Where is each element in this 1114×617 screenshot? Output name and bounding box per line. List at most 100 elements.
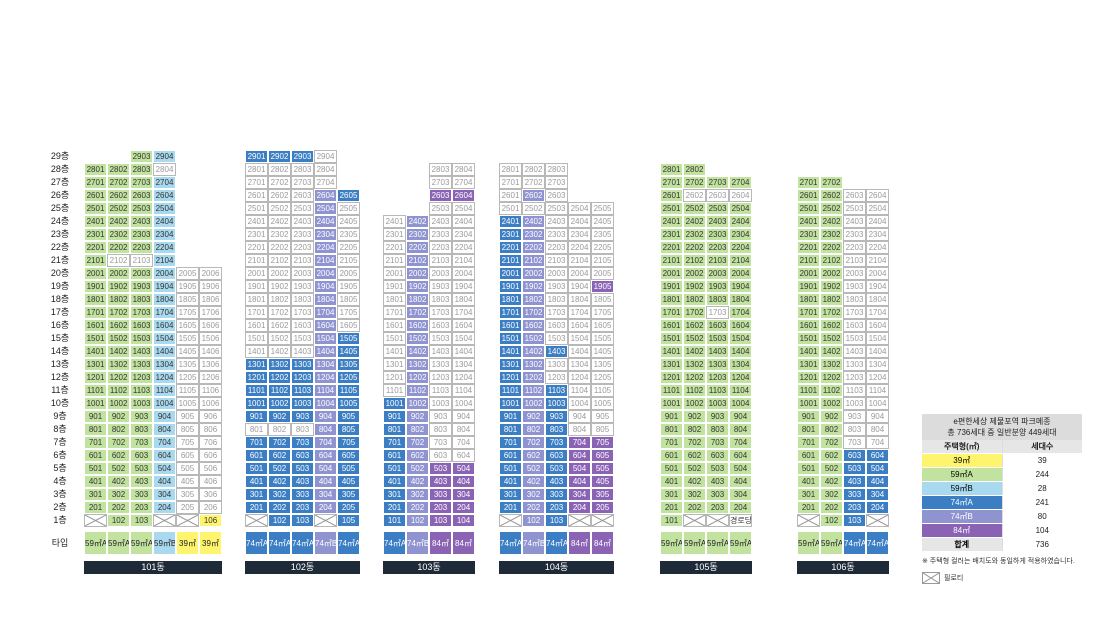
unit-102동-2902: 2902 — [268, 150, 291, 163]
unit-103동-204: 204 — [452, 501, 475, 514]
unit-102동-1102: 1102 — [268, 384, 291, 397]
unit-102동-2204: 2204 — [314, 241, 337, 254]
unit-105동-2602: 2602 — [683, 189, 706, 202]
unit-102동-1904: 1904 — [314, 280, 337, 293]
unit-104동-1901: 1901 — [499, 280, 522, 293]
floor-label: 19층 — [50, 281, 70, 291]
unit-104동-905: 905 — [591, 410, 614, 423]
unit-104동-401: 401 — [499, 475, 522, 488]
unit-103동-1802: 1802 — [406, 293, 429, 306]
unit-101동-2104: 2104 — [153, 254, 176, 267]
unit-104동-801: 801 — [499, 423, 522, 436]
unit-104동-305: 305 — [591, 488, 614, 501]
unit-106동-401: 401 — [797, 475, 820, 488]
unit-102동-904: 904 — [314, 410, 337, 423]
unit-102동-2701: 2701 — [245, 176, 268, 189]
unit-102동-1905: 1905 — [337, 280, 360, 293]
unit-106동-2203: 2203 — [843, 241, 866, 254]
unit-105동-2501: 2501 — [660, 202, 683, 215]
unit-103동-601: 601 — [383, 449, 406, 462]
unit-104동-2802: 2802 — [522, 163, 545, 176]
unit-103동-702: 702 — [406, 436, 429, 449]
legend-type: 84㎡ — [922, 524, 1002, 537]
unit-103동-101: 101 — [383, 514, 406, 527]
type-cell: 59㎡A — [660, 531, 683, 555]
unit-102동-1903: 1903 — [291, 280, 314, 293]
unit-104동-2102: 2102 — [522, 254, 545, 267]
unit-106동-301: 301 — [797, 488, 820, 501]
unit-101동-1604: 1604 — [153, 319, 176, 332]
unit-106동-2204: 2204 — [866, 241, 889, 254]
unit-106동-2202: 2202 — [820, 241, 843, 254]
unit-101동-1304: 1304 — [153, 358, 176, 371]
unit-106동-2004: 2004 — [866, 267, 889, 280]
legend-count: 39 — [1001, 454, 1082, 467]
unit-102동-1404: 1404 — [314, 345, 337, 358]
unit-102동-2601: 2601 — [245, 189, 268, 202]
legend-title-line2: 총 736세대 중 일반분양 449세대 — [947, 428, 1057, 437]
type-cell: 39㎡ — [176, 531, 199, 555]
unit-103동-2202: 2202 — [406, 241, 429, 254]
unit-104동-2602: 2602 — [522, 189, 545, 202]
unit-105동-2502: 2502 — [683, 202, 706, 215]
unit-105동-302: 302 — [683, 488, 706, 501]
unit-101동-1903: 1903 — [130, 280, 153, 293]
building-name-bar: 101동 — [84, 561, 222, 574]
unit-104동-1401: 1401 — [499, 345, 522, 358]
unit-102동-2704: 2704 — [314, 176, 337, 189]
floor-label: 6층 — [53, 450, 67, 460]
unit-102동-503: 503 — [291, 462, 314, 475]
unit-105동-2702: 2702 — [683, 176, 706, 189]
unit-103동-1601: 1601 — [383, 319, 406, 332]
unit-102동-203: 203 — [291, 501, 314, 514]
unit-106동-604: 604 — [866, 449, 889, 462]
unit-106동-204: 204 — [866, 501, 889, 514]
unit-106동-1603: 1603 — [843, 319, 866, 332]
unit-104동-1705: 1705 — [591, 306, 614, 319]
floor-label: 21층 — [50, 255, 70, 265]
unit-102동-1303: 1303 — [291, 358, 314, 371]
unit-106동-304: 304 — [866, 488, 889, 501]
type-cell: 59㎡A — [706, 531, 729, 555]
unit-102동-204: 204 — [314, 501, 337, 514]
type-cell: 74㎡A — [268, 531, 291, 555]
unit-102동-1302: 1302 — [268, 358, 291, 371]
unit-103동-802: 802 — [406, 423, 429, 436]
unit-105동-2201: 2201 — [660, 241, 683, 254]
unit-104동-704: 704 — [568, 436, 591, 449]
legend-type: 39㎡ — [922, 454, 1002, 467]
unit-104동-903: 903 — [545, 410, 568, 423]
legend-row: 74㎡A 241 — [922, 496, 1082, 510]
unit-106동-2102: 2102 — [820, 254, 843, 267]
unit-101동-2502: 2502 — [107, 202, 130, 215]
unit-101동-805: 805 — [176, 423, 199, 436]
unit-104동-1604: 1604 — [568, 319, 591, 332]
unit-101동-1901: 1901 — [84, 280, 107, 293]
unit-101동-506: 506 — [199, 462, 222, 475]
building-name-bar: 104동 — [499, 561, 614, 574]
legend-type: 59㎡A — [922, 468, 1002, 481]
unit-101동-1804: 1804 — [153, 293, 176, 306]
unit-101동-2602: 2602 — [107, 189, 130, 202]
legend-pilotis: 필로티 — [922, 572, 1082, 584]
unit-102동-2904: 2904 — [314, 150, 337, 163]
unit-106동-602: 602 — [820, 449, 843, 462]
legend-total-label: 합계 — [922, 538, 1002, 551]
unit-105동-904: 904 — [729, 410, 752, 423]
unit-103동-2603: 2603 — [429, 189, 452, 202]
unit-105동-1202: 1202 — [683, 371, 706, 384]
unit-102동-1003: 1003 — [291, 397, 314, 410]
unit-105동-402: 402 — [683, 475, 706, 488]
unit-101동-604: 604 — [153, 449, 176, 462]
unit-104동-2505: 2505 — [591, 202, 614, 215]
unit-104동-1502: 1502 — [522, 332, 545, 345]
unit-106동-1903: 1903 — [843, 280, 866, 293]
unit-104동-805: 805 — [591, 423, 614, 436]
unit-105동-2801: 2801 — [660, 163, 683, 176]
unit-104동-2001: 2001 — [499, 267, 522, 280]
legend-type: 74㎡B — [922, 510, 1002, 523]
unit-105동-201: 201 — [660, 501, 683, 514]
unit-102동-1604: 1604 — [314, 319, 337, 332]
unit-105동-401: 401 — [660, 475, 683, 488]
unit-102동-201: 201 — [245, 501, 268, 514]
